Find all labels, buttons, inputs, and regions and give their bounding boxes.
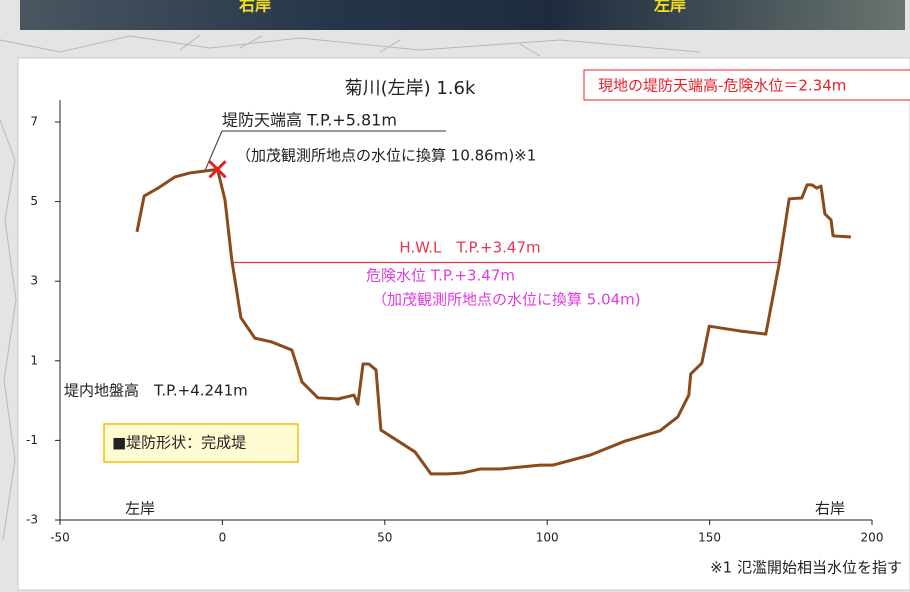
callout: 現地の堤防天端高-危険水位＝2.34m [598,77,846,95]
y-tick-label: 5 [30,194,38,208]
leader-line [205,130,223,170]
footnote: ※1 氾濫開始相当水位を指す [710,559,902,577]
annotation: ■堤防形状：完成堤 [112,434,246,452]
x-tick-label: 50 [377,531,392,545]
photo-label: 右岸 [239,0,271,15]
annotation: 堤防天端高 T.P.+5.81m [222,111,397,130]
x-tick-label: 0 [219,531,227,545]
y-tick-label: -1 [26,433,38,447]
chart-title: 菊川(左岸) 1.6k [345,78,476,99]
annotation: H.W.L T.P.+3.47m [399,239,540,257]
photo-label: 左岸 [653,0,686,15]
annotation: 堤内地盤高 T.P.+4.241m [64,382,248,400]
y-tick-label: 3 [30,274,38,288]
annotation: 左岸 [125,500,155,518]
annotation: （加茂観測所地点の水位に換算 10.86m)※1 [236,147,536,165]
callout-box [583,69,910,101]
x-tick-label: -50 [50,531,70,545]
profile-line [135,167,851,476]
x-tick-label: 100 [536,531,559,545]
y-tick-label: 1 [30,353,38,367]
aerial-photo [20,0,905,30]
x-tick-label: 200 [861,531,884,545]
crest-marker [208,160,227,179]
annotation: 右岸 [815,500,845,518]
annotation: （加茂観測所地点の水位に換算 5.04m) [372,291,641,309]
map-lines [0,34,701,541]
x-tick-label: 150 [698,531,721,545]
y-tick-label: 7 [30,115,38,129]
y-tick-label: -3 [26,513,38,527]
annotation: 危険水位 T.P.+3.47m [366,267,515,285]
shape-box [103,423,299,463]
chart-panel [17,57,910,591]
